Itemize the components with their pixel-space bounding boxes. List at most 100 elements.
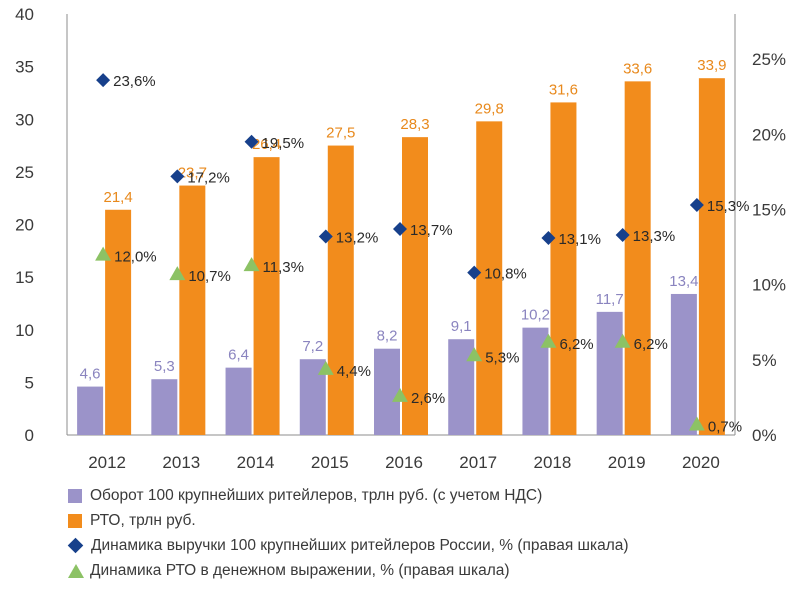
- marker-revenue-growth: [96, 73, 111, 88]
- bar-rto: [402, 137, 428, 435]
- legend-label-turnover: Оборот 100 крупнейших ритейлеров, трлн р…: [90, 486, 543, 504]
- x-tick-label: 2015: [311, 453, 349, 472]
- legend-item-rto: РТО, трлн руб.: [68, 508, 629, 533]
- marker-revenue-growth: [170, 169, 185, 184]
- left-tick-label: 5: [25, 373, 34, 392]
- marker-revenue-growth: [244, 134, 259, 149]
- marker-rto-growth: [540, 333, 557, 348]
- marker-revenue-growth: [541, 231, 556, 246]
- bar-turnover-label: 9,1: [451, 318, 472, 335]
- marker-revenue-growth: [615, 228, 630, 243]
- right-tick-label: 25%: [752, 50, 786, 69]
- bar-rto-label: 31,6: [549, 81, 578, 98]
- legend-triangle-icon: [68, 563, 84, 578]
- bar-rto: [624, 81, 651, 436]
- marker-revenue-growth-label: 10,8%: [484, 266, 527, 283]
- marker-rto-growth: [317, 360, 334, 375]
- bar-rto: [476, 121, 503, 435]
- right-tick-label: 5%: [752, 351, 777, 370]
- bar-turnover-label: 5,3: [154, 358, 175, 375]
- marker-revenue-growth: [393, 222, 407, 237]
- bar-turnover: [151, 379, 178, 435]
- left-tick-label: 40: [15, 5, 34, 24]
- bar-turnover-label: 4,6: [80, 366, 101, 383]
- marker-revenue-growth-label: 17,2%: [187, 169, 230, 186]
- bar-rto-label: 27,5: [326, 125, 355, 142]
- left-tick-label: 25: [15, 163, 34, 182]
- marker-rto-growth: [688, 416, 705, 431]
- marker-revenue-growth-label: 13,2%: [336, 230, 379, 247]
- bar-turnover-label: 10,2: [521, 307, 550, 324]
- bar-turnover: [374, 348, 400, 435]
- legend-swatch-rto: [68, 513, 82, 528]
- bar-rto-label: 28,3: [400, 116, 429, 133]
- bar-turnover: [448, 339, 475, 435]
- left-tick-label: 0: [25, 426, 34, 445]
- bar-turnover-label: 13,4: [669, 273, 698, 290]
- marker-rto-growth-label: 2,6%: [411, 390, 445, 407]
- legend-label-rto: РТО, трлн руб.: [90, 511, 196, 529]
- x-tick-label: 2016: [385, 453, 423, 472]
- x-tick-label: 2012: [88, 453, 126, 472]
- legend-label-rto-growth: Динамика РТО в денежном выражении, % (пр…: [90, 561, 510, 579]
- marker-rto-growth-label: 6,2%: [634, 336, 668, 353]
- marker-rto-growth: [466, 347, 483, 362]
- bar-rto-label: 21,4: [104, 189, 133, 206]
- left-tick-label: 35: [15, 58, 34, 77]
- marker-rto-growth-label: 12,0%: [114, 249, 157, 266]
- left-tick-label: 30: [15, 110, 34, 129]
- bar-turnover-label: 7,2: [302, 338, 323, 355]
- bar-rto: [698, 78, 725, 435]
- marker-rto-growth: [392, 387, 408, 402]
- marker-revenue-growth-label: 23,6%: [113, 73, 156, 90]
- left-tick-label: 20: [15, 216, 34, 235]
- marker-rto-growth-label: 6,2%: [559, 336, 593, 353]
- marker-rto-growth: [614, 333, 631, 348]
- right-tick-label: 0%: [752, 426, 777, 445]
- bar-turnover: [670, 293, 697, 435]
- x-tick-label: 2013: [162, 453, 200, 472]
- bar-rto-label: 33,9: [697, 57, 726, 74]
- bar-rto: [105, 209, 132, 435]
- legend-label-revenue-growth: Динамика выручки 100 крупнейших ритейлер…: [91, 536, 629, 554]
- marker-revenue-growth-label: 19,5%: [262, 135, 305, 152]
- marker-rto-growth-label: 4,4%: [337, 363, 371, 380]
- right-tick-label: 10%: [752, 276, 786, 295]
- marker-rto-growth: [95, 246, 112, 261]
- bar-turnover: [77, 386, 104, 435]
- left-tick-label: 15: [15, 268, 34, 287]
- x-tick-label: 2017: [459, 453, 497, 472]
- legend: Оборот 100 крупнейших ритейлеров, трлн р…: [67, 483, 629, 583]
- legend-item-rto-growth: Динамика РТО в денежном выражении, % (пр…: [68, 558, 629, 583]
- bar-turnover: [225, 367, 252, 435]
- x-tick-label: 2018: [534, 453, 572, 472]
- marker-rto-growth-label: 11,3%: [263, 259, 304, 276]
- x-tick-label: 2020: [682, 453, 720, 472]
- marker-rto-growth: [243, 257, 260, 272]
- chart: 0 5 10 15 20 25 30 35 40 0% 5% 10% 15% 20% 25% 2012 2013…: [15, 5, 786, 472]
- bar-turnover-label: 6,4: [228, 347, 249, 364]
- legend-item-turnover: Оборот 100 крупнейших ритейлеров, трлн р…: [68, 483, 629, 508]
- marker-revenue-growth-label: 13,7%: [410, 222, 453, 239]
- marker-rto-growth-label: 10,7%: [188, 268, 231, 285]
- bar-rto-label: 23,7: [178, 165, 207, 182]
- marker-revenue-growth: [467, 265, 482, 280]
- bar-rto: [550, 102, 577, 435]
- bar-rto-label: 33,6: [623, 60, 652, 77]
- marker-revenue-growth-label: 13,1%: [558, 231, 601, 248]
- marker-revenue-growth: [689, 197, 704, 212]
- marker-revenue-growth: [318, 229, 333, 244]
- bar-turnover-label: 8,2: [377, 328, 398, 345]
- left-tick-label: 10: [15, 321, 34, 340]
- bar-rto-label: 26,4: [252, 136, 281, 153]
- x-tick-label: 2014: [237, 453, 275, 472]
- bar-rto-label: 29,8: [475, 100, 504, 117]
- marker-revenue-growth-label: 15,3%: [707, 198, 750, 215]
- bar-turnover-label: 11,7: [596, 291, 624, 308]
- marker-rto-growth-label: 5,3%: [485, 349, 519, 366]
- bar-rto: [179, 185, 206, 435]
- legend-swatch-turnover: [68, 488, 82, 503]
- marker-rto-growth: [169, 266, 186, 281]
- legend-item-revenue-growth: Динамика выручки 100 крупнейших ритейлер…: [67, 533, 629, 558]
- marker-rto-growth-label: 0,7%: [708, 418, 742, 435]
